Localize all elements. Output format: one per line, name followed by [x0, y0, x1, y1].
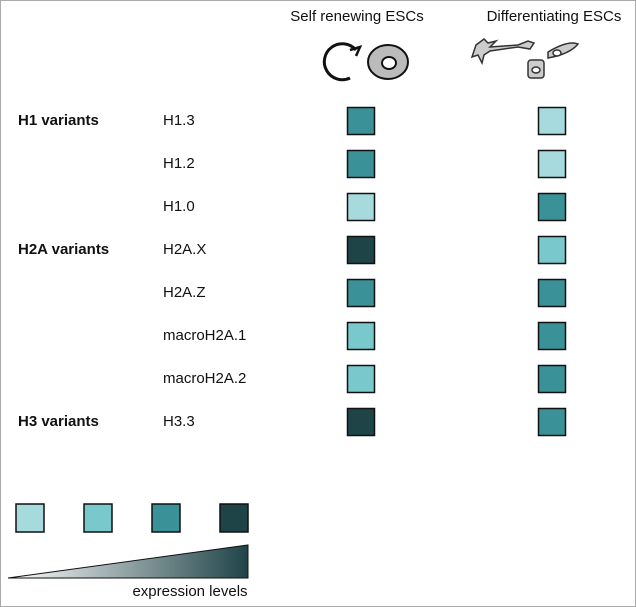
- diff-icon: [470, 38, 580, 79]
- legend-label: expression levels: [132, 583, 247, 600]
- group-label: H3 variants: [18, 413, 99, 430]
- expression-square: [346, 235, 376, 265]
- expression-square: [537, 192, 567, 222]
- legend-square: [15, 503, 45, 533]
- group-label: H2A variants: [18, 241, 109, 258]
- row-label: H2A.Z: [163, 284, 206, 301]
- expression-square: [346, 407, 376, 437]
- expression-square: [537, 321, 567, 351]
- row-label: H2A.X: [163, 241, 206, 258]
- legend-square: [151, 503, 181, 533]
- row-label: macroH2A.2: [163, 370, 246, 387]
- row-label: macroH2A.1: [163, 327, 246, 344]
- expression-square: [537, 149, 567, 179]
- expression-square: [537, 407, 567, 437]
- expression-square: [346, 106, 376, 136]
- expression-square: [537, 106, 567, 136]
- legend-square: [83, 503, 113, 533]
- expression-square: [346, 364, 376, 394]
- column-header: Differentiating ESCs: [487, 8, 622, 25]
- expression-square: [537, 364, 567, 394]
- column-header: Self renewing ESCs: [290, 8, 423, 25]
- expression-square: [346, 192, 376, 222]
- row-label: H1.3: [163, 112, 195, 129]
- expression-square: [346, 321, 376, 351]
- row-label: H1.0: [163, 198, 195, 215]
- expression-square: [537, 278, 567, 308]
- expression-square: [346, 149, 376, 179]
- expression-square: [537, 235, 567, 265]
- legend-square: [219, 503, 249, 533]
- row-label: H3.3: [163, 413, 195, 430]
- self-renew-icon: [322, 42, 409, 82]
- row-label: H1.2: [163, 155, 195, 172]
- expression-square: [346, 278, 376, 308]
- gradient-triangle: [7, 544, 249, 579]
- group-label: H1 variants: [18, 112, 99, 129]
